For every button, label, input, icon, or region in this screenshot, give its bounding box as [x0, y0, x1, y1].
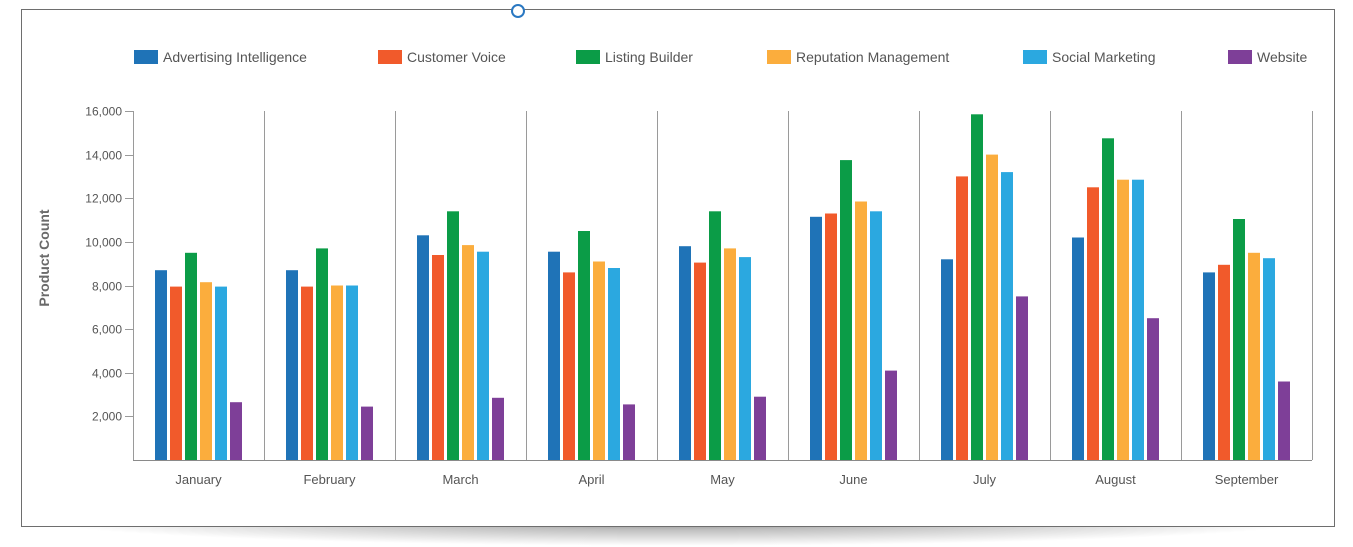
bar-september-4: [1263, 258, 1275, 460]
bars: [155, 114, 1290, 461]
bar-june-5: [885, 370, 897, 460]
bar-march-5: [492, 397, 504, 460]
bar-june-2: [840, 160, 852, 460]
bar-september-5: [1278, 381, 1290, 460]
bar-july-2: [971, 114, 983, 461]
x-tick-label: January: [175, 472, 222, 487]
bar-march-3: [462, 245, 474, 460]
legend-label-0: Advertising Intelligence: [163, 49, 307, 65]
bar-july-1: [956, 176, 968, 460]
bar-july-0: [941, 259, 953, 460]
x-tick-label: February: [303, 472, 356, 487]
bar-august-1: [1087, 187, 1099, 461]
bar-september-2: [1233, 219, 1245, 460]
bar-march-2: [447, 211, 459, 460]
x-tick-label: March: [442, 472, 478, 487]
bar-august-3: [1117, 179, 1129, 460]
ring-icon: [511, 4, 525, 18]
bar-june-1: [825, 213, 837, 460]
legend-label-3: Reputation Management: [796, 49, 949, 65]
y-tick-label: 10,000: [85, 236, 122, 250]
bar-may-4: [739, 257, 751, 460]
bar-august-0: [1072, 237, 1084, 460]
bar-january-0: [155, 270, 167, 460]
legend-swatch-4: [1023, 50, 1047, 64]
bar-april-2: [578, 231, 590, 460]
x-axis: January February March April May June July Augu…: [133, 460, 1312, 487]
bar-january-3: [200, 282, 212, 460]
legend-label-1: Customer Voice: [407, 49, 506, 65]
y-tick-label: 12,000: [85, 192, 122, 206]
bar-may-1: [694, 262, 706, 460]
bar-february-5: [361, 406, 373, 460]
bar-september-1: [1218, 264, 1230, 460]
x-tick-label: June: [839, 472, 867, 487]
bar-june-0: [810, 216, 822, 460]
bar-may-5: [754, 396, 766, 460]
bar-april-3: [593, 261, 605, 460]
bar-september-3: [1248, 252, 1260, 460]
bar-january-5: [230, 402, 242, 460]
bar-may-3: [724, 248, 736, 460]
bar-june-3: [855, 201, 867, 460]
bar-july-3: [986, 154, 998, 460]
legend-swatch-1: [378, 50, 402, 64]
y-tick-label: 2,000: [92, 410, 122, 424]
x-tick-label: April: [578, 472, 604, 487]
y-axis: 2,000 4,000 6,000 8,000 10,000 12,000 14,000 16…: [85, 105, 133, 424]
bar-may-0: [679, 246, 691, 460]
bar-august-4: [1132, 179, 1144, 460]
bar-january-2: [185, 252, 197, 460]
bar-april-5: [623, 404, 635, 460]
bar-august-5: [1147, 318, 1159, 460]
x-tick-label: May: [710, 472, 735, 487]
y-tick-label: 16,000: [85, 105, 122, 119]
bar-july-4: [1001, 172, 1013, 460]
bar-august-2: [1102, 138, 1114, 461]
bar-february-4: [346, 285, 358, 460]
bar-february-3: [331, 285, 343, 460]
bar-april-4: [608, 268, 620, 460]
legend-label-2: Listing Builder: [605, 49, 693, 65]
y-tick-label: 14,000: [85, 149, 122, 163]
x-tick-label: August: [1095, 472, 1136, 487]
bar-july-5: [1016, 296, 1028, 460]
bar-march-0: [417, 235, 429, 460]
legend-swatch-0: [134, 50, 158, 64]
bar-march-1: [432, 255, 444, 460]
y-tick-label: 8,000: [92, 280, 122, 294]
bar-january-1: [170, 286, 182, 460]
x-tick-label: September: [1215, 472, 1279, 487]
category-separators: [133, 111, 1313, 460]
legend-swatch-2: [576, 50, 600, 64]
legend-swatch-5: [1228, 50, 1252, 64]
legend-swatch-3: [767, 50, 791, 64]
legend-label-5: Website: [1257, 49, 1308, 65]
y-axis-title: Product Count: [36, 209, 52, 307]
bar-february-0: [286, 270, 298, 460]
bar-january-4: [215, 286, 227, 460]
legend-label-4: Social Marketing: [1052, 49, 1156, 65]
bar-march-4: [477, 251, 489, 460]
bar-june-4: [870, 211, 882, 460]
x-tick-label: July: [973, 472, 997, 487]
bar-april-1: [563, 272, 575, 460]
bar-february-1: [301, 286, 313, 460]
bar-april-0: [548, 251, 560, 460]
bar-may-2: [709, 211, 721, 460]
y-tick-label: 4,000: [92, 367, 122, 381]
bar-september-0: [1203, 272, 1215, 460]
legend: Advertising Intelligence Customer Voice Li…: [134, 49, 1308, 65]
y-tick-label: 6,000: [92, 323, 122, 337]
bar-february-2: [316, 248, 328, 460]
